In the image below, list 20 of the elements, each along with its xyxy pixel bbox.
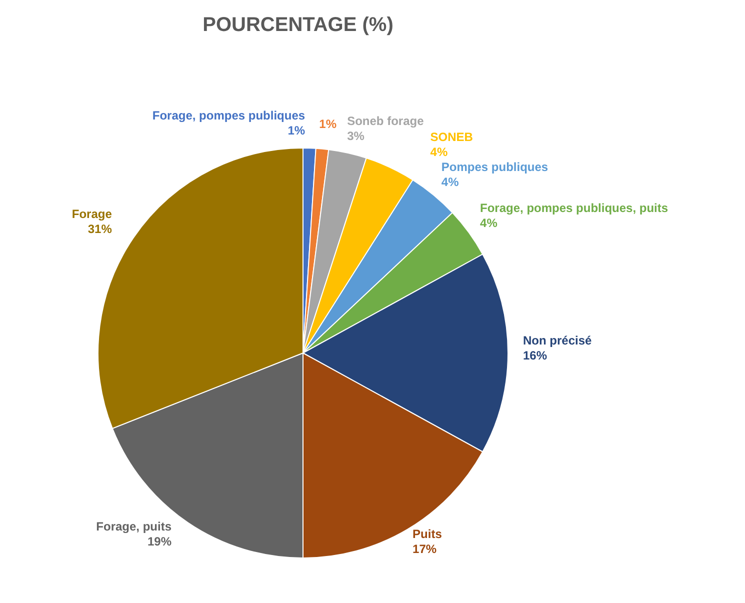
- slice-label: SONEB: [430, 130, 474, 144]
- data-label: 4%: [441, 175, 460, 190]
- data-label: 1%: [319, 117, 337, 131]
- slice-label: Forage, pompes publiques: [152, 108, 306, 123]
- slice-label: Forage, puits: [96, 520, 172, 534]
- data-label: 4%: [430, 144, 448, 159]
- data-label: 1%: [288, 124, 306, 138]
- data-label: 31%: [88, 222, 112, 236]
- data-label: 19%: [148, 534, 172, 549]
- slice-label: Soneb forage: [347, 114, 424, 128]
- data-label: 4%: [480, 216, 498, 230]
- slice-label: Forage, pompes publiques, puits: [480, 201, 668, 216]
- slice-label: Puits: [412, 527, 442, 542]
- data-label: 3%: [347, 128, 365, 143]
- slice-label: Non précisé: [523, 334, 592, 348]
- data-label: 17%: [412, 542, 437, 556]
- data-label: 16%: [523, 348, 548, 362]
- slice-label: Forage: [72, 207, 112, 222]
- chart-title: POURCENTAGE (%): [202, 14, 394, 37]
- slice-label: Pompes publiques: [441, 160, 548, 174]
